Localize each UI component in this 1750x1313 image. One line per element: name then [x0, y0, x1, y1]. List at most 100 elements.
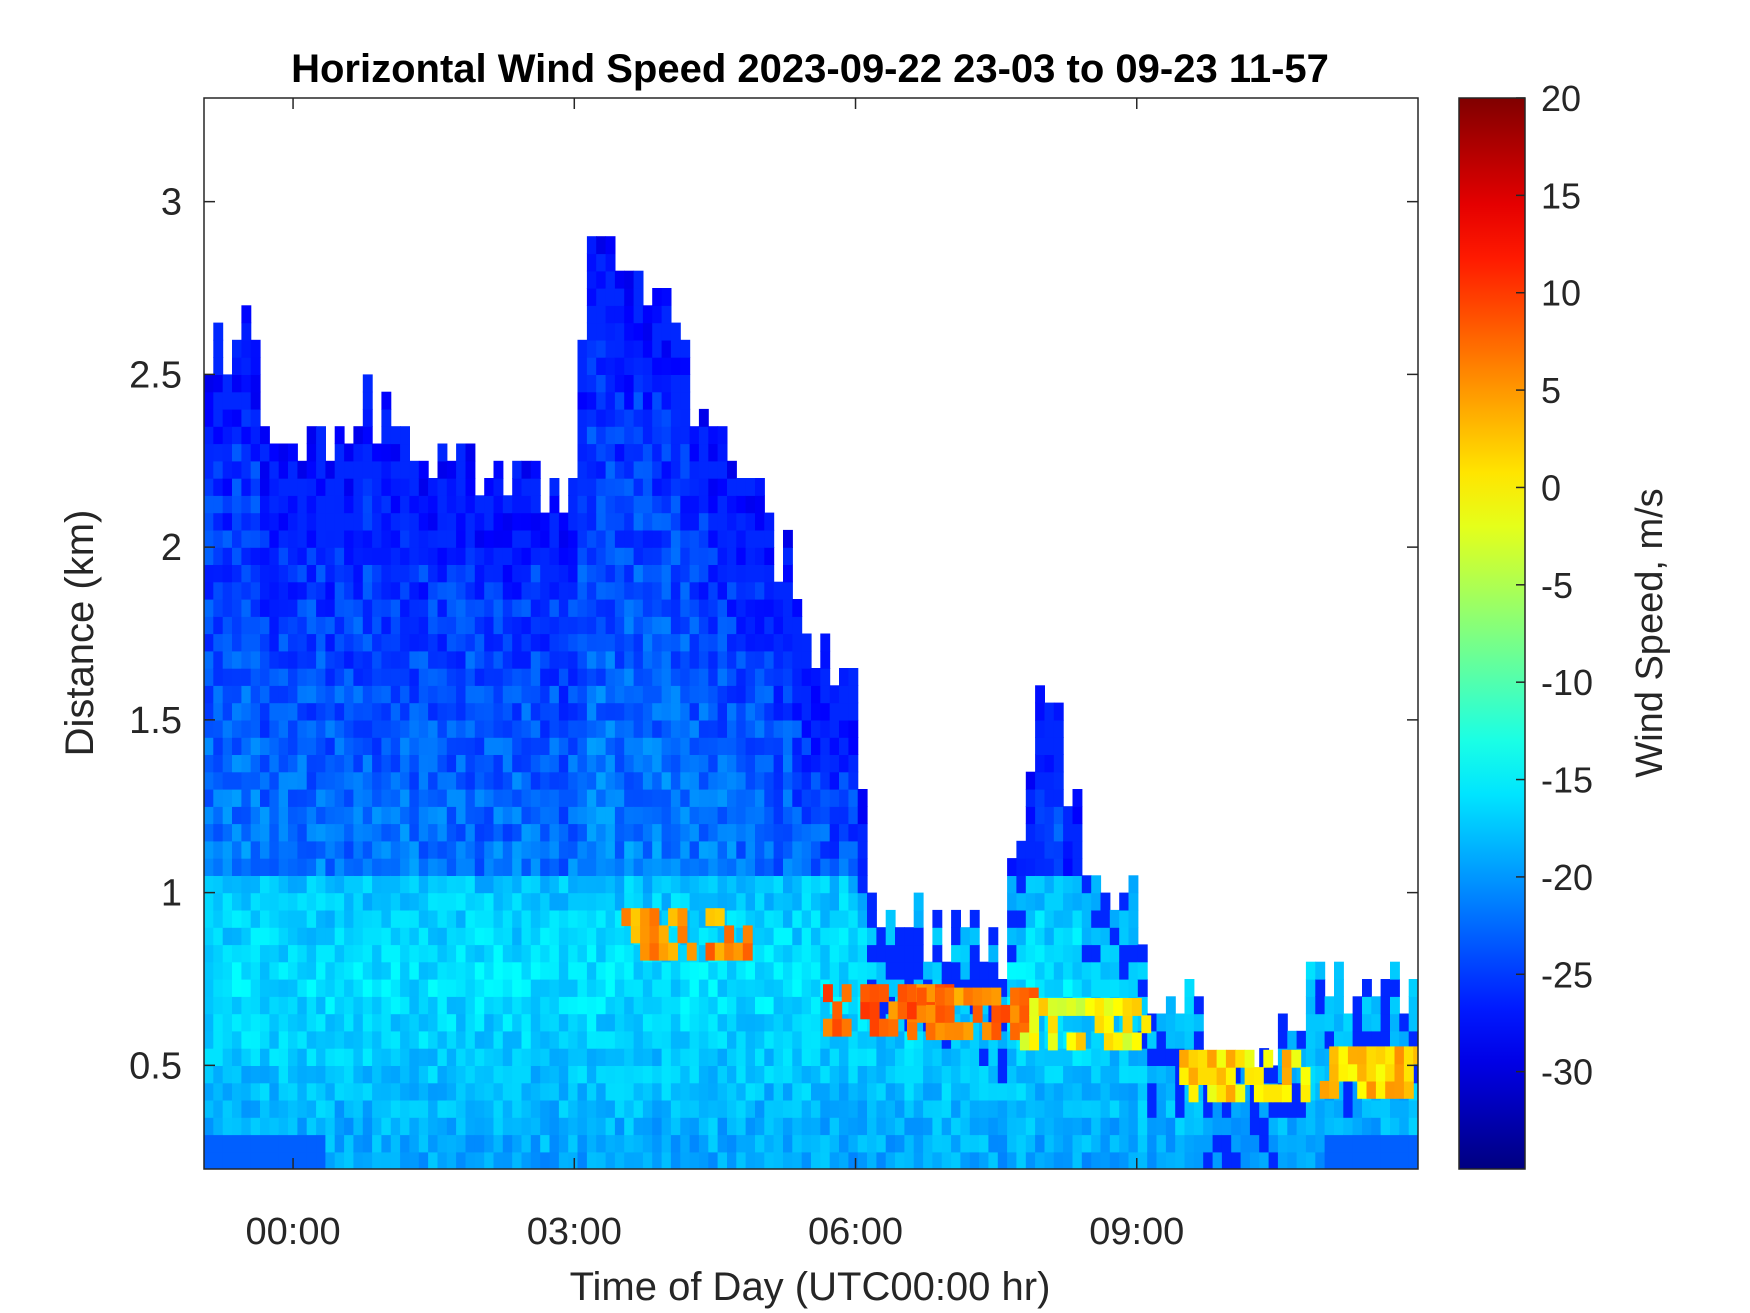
heatmap-cell [596, 892, 607, 911]
heatmap-cell [278, 616, 289, 635]
heatmap-cell [783, 685, 793, 704]
heatmap-cell [353, 1065, 364, 1084]
heatmap-cell [288, 668, 298, 686]
heatmap-cell [1007, 1048, 1017, 1066]
heatmap-cell [502, 702, 513, 721]
heatmap-cell [362, 478, 373, 496]
heatmap-cell [951, 944, 961, 963]
heatmap-cell [1016, 1151, 1027, 1169]
heatmap-cell [540, 547, 551, 565]
heatmap-cell [1334, 1134, 1344, 1153]
heatmap-cell [278, 460, 289, 479]
heatmap-cell [530, 961, 541, 980]
heatmap-cell [680, 633, 691, 652]
heatmap-cell [297, 806, 308, 825]
heatmap-cell [390, 1030, 401, 1049]
heatmap-cell [820, 944, 831, 963]
heatmap-cell [269, 875, 280, 894]
heatmap-cell [820, 668, 831, 686]
heatmap-cell [773, 1030, 784, 1049]
heatmap-cell [446, 547, 457, 565]
heatmap-cell [213, 685, 224, 704]
heatmap-cell [820, 858, 831, 876]
heatmap-cell [1119, 909, 1130, 928]
heatmap-cell [446, 581, 457, 600]
heatmap-cell [1109, 1099, 1120, 1118]
heatmap-cell [605, 478, 616, 496]
heatmap-cell [456, 754, 466, 773]
heatmap-cell [437, 1099, 448, 1118]
heatmap-cell [250, 754, 261, 773]
heatmap-cell [969, 1065, 980, 1084]
heatmap-cell [736, 616, 747, 635]
heatmap-cell [372, 840, 382, 859]
heatmap-cell [1188, 1067, 1199, 1085]
heatmap-cell [680, 979, 691, 997]
heatmap-cell [640, 908, 650, 927]
heatmap-cell [353, 564, 364, 583]
heatmap-cell [549, 737, 560, 755]
heatmap-cell [278, 961, 289, 980]
heatmap-cell [418, 478, 429, 496]
heatmap-cell [773, 599, 784, 617]
heatmap-cell [979, 1048, 989, 1066]
heatmap-cell [960, 1065, 971, 1084]
heatmap-cell [400, 789, 410, 807]
heatmap-cell [624, 668, 635, 686]
heatmap-cell [689, 875, 700, 894]
heatmap-cell [446, 1082, 457, 1101]
heatmap-cell [316, 892, 326, 911]
heatmap-cell [1053, 1065, 1064, 1084]
heatmap-cell [811, 1151, 821, 1169]
heatmap-cell [558, 806, 569, 825]
heatmap-cell [316, 668, 326, 686]
heatmap-cell [381, 702, 392, 721]
heatmap-cell [278, 1048, 289, 1066]
heatmap-cell [288, 460, 298, 479]
heatmap-cell [325, 996, 336, 1015]
heatmap-cell [213, 875, 224, 894]
heatmap-cell [605, 650, 616, 669]
heatmap-cell [1343, 1030, 1354, 1049]
heatmap-cell [568, 581, 579, 600]
heatmap-cell [222, 374, 233, 393]
heatmap-cell [1352, 1013, 1363, 1032]
heatmap-cell [755, 495, 765, 514]
heatmap-cell [717, 719, 728, 738]
heatmap-cell [689, 547, 700, 565]
heatmap-cell [213, 858, 224, 876]
y-tick-label: 2.5 [129, 354, 182, 396]
heatmap-cell [1053, 858, 1064, 876]
heatmap-cell [1035, 858, 1045, 876]
heatmap-cell [260, 771, 270, 790]
heatmap-cell [232, 789, 242, 807]
heatmap-cell [213, 391, 224, 410]
heatmap-cell [1193, 1099, 1204, 1118]
heatmap-cell [708, 719, 719, 738]
heatmap-cell [316, 1117, 326, 1136]
heatmap-cell [670, 754, 681, 773]
heatmap-cell [1399, 1151, 1410, 1169]
heatmap-cell [1408, 996, 1418, 1015]
heatmap-cell [446, 754, 457, 773]
heatmap-cell [680, 996, 691, 1015]
heatmap-cell [437, 443, 448, 462]
heatmap-cell [372, 495, 382, 514]
heatmap-cell [1044, 1065, 1055, 1084]
heatmap-cell [222, 512, 233, 531]
heatmap-cell [1249, 1117, 1260, 1136]
heatmap-cell [661, 547, 672, 565]
heatmap-cell [895, 944, 905, 963]
heatmap-cell [409, 909, 420, 928]
heatmap-cell [446, 668, 457, 686]
heatmap-cell [596, 288, 607, 306]
heatmap-cell [484, 616, 495, 635]
heatmap-cell [586, 650, 597, 669]
heatmap-cell [344, 1065, 354, 1084]
heatmap-cell [418, 564, 429, 583]
heatmap-cell [288, 1099, 298, 1118]
heatmap-cell [605, 1099, 616, 1118]
heatmap-cell [661, 1099, 672, 1118]
heatmap-cell [1277, 1117, 1288, 1136]
heatmap-cell [306, 875, 317, 894]
